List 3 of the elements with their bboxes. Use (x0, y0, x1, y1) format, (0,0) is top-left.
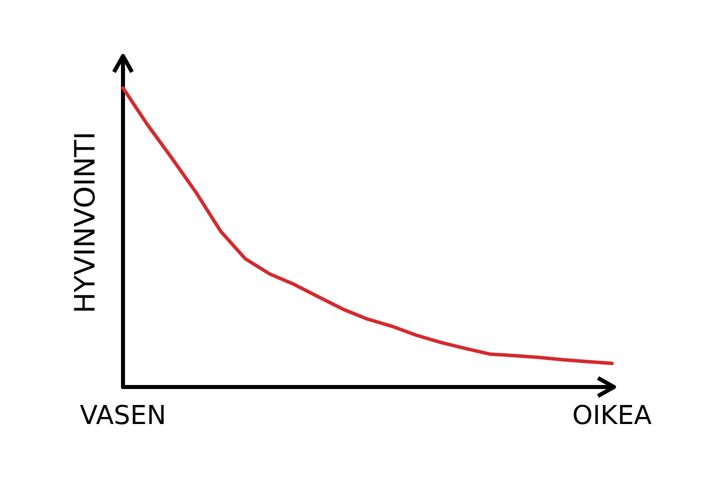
x-tick-label: OIKEA (572, 401, 652, 431)
x-tick-label: VASEN (80, 401, 166, 431)
y-axis-title: HYVINVOINTI (68, 132, 102, 314)
